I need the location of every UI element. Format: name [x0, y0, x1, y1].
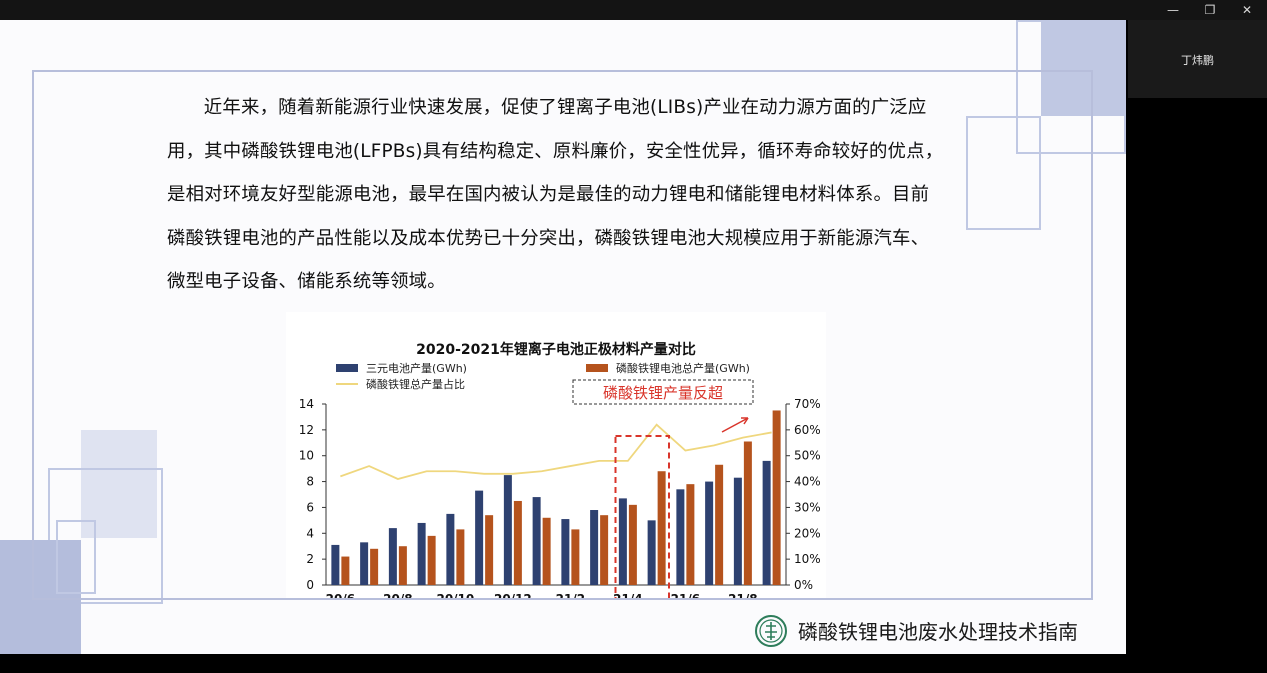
- bar-ternary: [590, 510, 599, 585]
- y-tick-label-left: 0: [306, 578, 314, 592]
- bar-lfp: [485, 515, 494, 585]
- legend-swatch-lfp: [586, 364, 608, 372]
- bar-ternary: [331, 544, 340, 585]
- trend-arrow-head: [741, 417, 749, 425]
- x-tick-label: 20/10: [436, 592, 474, 598]
- deco-block: [1041, 20, 1126, 116]
- y-tick-label-right: 40%: [794, 475, 821, 489]
- y-tick-label-right: 0%: [794, 578, 813, 592]
- bar-lfp: [715, 464, 724, 585]
- bar-lfp: [743, 441, 752, 585]
- annotation-label: 磷酸铁锂产量反超: [603, 384, 723, 402]
- chart-title: 2020-2021年锂离子电池正极材料产量对比: [416, 341, 696, 358]
- y-tick-label-right: 70%: [794, 397, 821, 411]
- legend-label-lfp: 磷酸铁锂电池总产量(GWh): [616, 361, 750, 375]
- bar-lfp: [427, 535, 436, 585]
- bar-lfp: [370, 548, 379, 585]
- y-tick-label-right: 20%: [794, 526, 821, 540]
- x-tick-label: 21/2: [556, 592, 585, 598]
- y-tick-label-right: 30%: [794, 500, 821, 514]
- window-titlebar: — ❐ ✕: [0, 0, 1267, 20]
- deco-outline: [48, 468, 163, 604]
- restore-icon[interactable]: ❐: [1204, 3, 1216, 17]
- bar-lfp: [398, 546, 407, 585]
- content-frame: [32, 70, 1093, 600]
- x-tick-label: 20/6: [326, 592, 355, 598]
- close-icon[interactable]: ✕: [1241, 3, 1253, 17]
- bar-ternary: [360, 542, 369, 585]
- x-tick-label: 20/8: [383, 592, 412, 598]
- bar-lfp: [772, 410, 781, 585]
- y-tick-label-right: 50%: [794, 449, 821, 463]
- bar-lfp: [571, 529, 580, 585]
- deco-outline: [1016, 20, 1126, 154]
- bar-ternary: [446, 513, 455, 585]
- legend-label-ternary: 三元电池产量(GWh): [366, 361, 467, 375]
- x-tick-label: 21/8: [728, 592, 757, 598]
- legend-swatch-ternary: [336, 364, 358, 372]
- x-tick-label: 21/4: [613, 592, 642, 598]
- y-tick-label-left: 4: [306, 526, 314, 540]
- y-tick-label-left: 14: [299, 397, 314, 411]
- trend-arrow: [721, 417, 749, 433]
- bar-ternary: [618, 498, 627, 585]
- bar-lfp: [600, 515, 609, 585]
- bar-ternary: [705, 481, 714, 585]
- bar-ternary: [417, 522, 426, 585]
- x-tick-label: 20/12: [494, 592, 532, 598]
- y-tick-label-left: 10: [299, 449, 314, 463]
- y-tick-label-left: 12: [299, 423, 314, 437]
- y-tick-label-right: 10%: [794, 552, 821, 566]
- bar-lfp: [628, 504, 637, 585]
- highlight-box: [614, 435, 670, 598]
- y-tick-label-left: 2: [306, 552, 314, 566]
- bar-ternary: [676, 489, 685, 585]
- chart: 2020-2021年锂离子电池正极材料产量对比三元电池产量(GWh) 磷酸铁锂电池…: [286, 312, 826, 598]
- bar-ternary: [733, 477, 742, 585]
- bar-ternary: [388, 528, 397, 585]
- y-tick-label-right: 60%: [794, 423, 821, 437]
- legend-label-share: 磷酸铁锂总产量占比: [366, 377, 465, 391]
- bar-lfp: [341, 556, 350, 585]
- y-tick-label-left: 6: [306, 500, 314, 514]
- bar-ternary: [532, 497, 541, 585]
- bar-ternary: [503, 475, 512, 585]
- bar-ternary: [647, 520, 656, 585]
- participant-name: 丁炜鹏: [1181, 54, 1214, 67]
- footer-title: 磷酸铁锂电池废水处理技术指南: [798, 620, 1078, 644]
- x-tick-label: 21/6: [671, 592, 700, 598]
- annotation-box: [572, 379, 754, 405]
- minimize-icon[interactable]: —: [1167, 3, 1179, 17]
- deco-outline: [56, 520, 96, 594]
- bar-lfp: [456, 529, 465, 585]
- bar-lfp: [686, 484, 695, 585]
- bar-lfp: [542, 517, 551, 585]
- y-tick-label-left: 8: [306, 475, 314, 489]
- deco-block: [0, 540, 81, 654]
- intro-paragraph: 近年来，随着新能源行业快速发展，促使了锂离子电池(LIBs)产业在动力源方面的广…: [167, 97, 944, 293]
- bar-ternary: [561, 519, 570, 585]
- bar-ternary: [762, 460, 771, 585]
- shared-slide: 近年来，随着新能源行业快速发展，促使了锂离子电池(LIBs)产业在动力源方面的广…: [0, 20, 1126, 654]
- series-line-share: [340, 423, 772, 480]
- logo-emblem-icon: [755, 615, 787, 647]
- bar-lfp: [657, 471, 666, 585]
- participant-video-tile[interactable]: 丁炜鹏: [1128, 20, 1267, 98]
- bar-lfp: [513, 500, 522, 585]
- bar-ternary: [475, 490, 484, 585]
- deco-outline: [966, 116, 1041, 230]
